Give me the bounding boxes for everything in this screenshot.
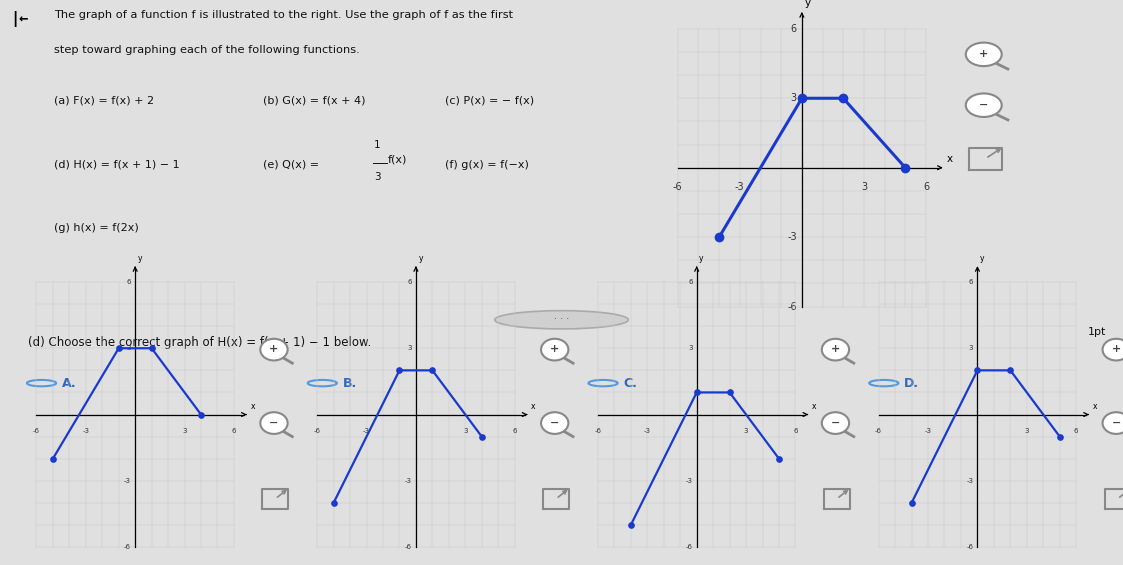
Text: 6: 6 (231, 428, 236, 434)
Text: -6: -6 (787, 302, 796, 312)
Text: C.: C. (623, 377, 637, 390)
Text: f(x): f(x) (387, 155, 407, 164)
Text: +: + (270, 344, 279, 354)
Text: x: x (531, 402, 536, 411)
Text: 6: 6 (1074, 428, 1078, 434)
Text: B.: B. (343, 377, 357, 390)
Text: x: x (812, 402, 816, 411)
Text: The graph of a function f is illustrated to the right. Use the graph of f as the: The graph of a function f is illustrated… (54, 10, 513, 20)
Text: 3: 3 (1024, 428, 1029, 434)
Text: 6: 6 (793, 428, 797, 434)
Text: -3: -3 (966, 478, 974, 484)
Text: 6: 6 (408, 279, 412, 285)
Text: x: x (250, 402, 255, 411)
Text: 3: 3 (463, 428, 467, 434)
Text: 6: 6 (791, 24, 796, 34)
Text: -3: -3 (736, 182, 745, 192)
Text: (d) Choose the correct graph of H(x) = f(x + 1) − 1 below.: (d) Choose the correct graph of H(x) = f… (28, 336, 372, 349)
Text: −: − (831, 418, 840, 427)
Text: y: y (805, 0, 811, 8)
Text: step toward graphing each of the following functions.: step toward graphing each of the followi… (54, 45, 359, 55)
Text: 3: 3 (688, 345, 693, 351)
Text: y: y (980, 254, 985, 263)
Text: (g) h(x) = f(2x): (g) h(x) = f(2x) (54, 223, 138, 233)
Text: 3: 3 (127, 345, 131, 351)
Text: -6: -6 (966, 544, 974, 550)
Text: -6: -6 (685, 544, 693, 550)
Circle shape (1103, 412, 1123, 434)
Text: −: − (550, 418, 559, 427)
Text: (f) g(x) = f(−x): (f) g(x) = f(−x) (445, 159, 529, 170)
Text: 3: 3 (791, 93, 796, 103)
Text: 3: 3 (408, 345, 412, 351)
Circle shape (541, 339, 568, 360)
Ellipse shape (494, 311, 629, 329)
Circle shape (822, 412, 849, 434)
Text: -6: -6 (33, 428, 40, 434)
Text: +: + (979, 49, 988, 59)
Text: -6: -6 (594, 428, 602, 434)
Text: · · ·: · · · (554, 314, 569, 324)
Text: +: + (831, 344, 840, 354)
Text: +: + (1112, 344, 1121, 354)
Text: 3: 3 (374, 172, 381, 182)
Circle shape (822, 339, 849, 360)
Text: -6: -6 (313, 428, 321, 434)
Text: 6: 6 (512, 428, 517, 434)
Text: -3: -3 (787, 232, 796, 242)
Text: 1: 1 (374, 140, 381, 150)
Circle shape (261, 339, 287, 360)
Text: -3: -3 (643, 428, 651, 434)
Text: y: y (419, 254, 423, 263)
Text: 1pt: 1pt (1088, 327, 1106, 337)
Text: -3: -3 (404, 478, 412, 484)
Text: -3: -3 (124, 478, 131, 484)
Text: -6: -6 (404, 544, 412, 550)
Text: -6: -6 (124, 544, 131, 550)
Text: (a) F(x) = f(x) + 2: (a) F(x) = f(x) + 2 (54, 95, 154, 106)
Text: −: − (1112, 418, 1121, 427)
Text: -3: -3 (685, 478, 693, 484)
Text: 3: 3 (861, 182, 867, 192)
Text: A.: A. (62, 377, 76, 390)
Text: y: y (138, 254, 143, 263)
Text: x: x (1093, 402, 1097, 411)
Text: 6: 6 (923, 182, 929, 192)
Text: 3: 3 (969, 345, 974, 351)
Text: 6: 6 (969, 279, 974, 285)
Text: (c) P(x) = − f(x): (c) P(x) = − f(x) (445, 95, 533, 106)
Text: (d) H(x) = f(x + 1) − 1: (d) H(x) = f(x + 1) − 1 (54, 159, 180, 170)
Circle shape (966, 93, 1002, 117)
Text: -6: -6 (875, 428, 883, 434)
Circle shape (261, 412, 287, 434)
Circle shape (1103, 339, 1123, 360)
Text: +: + (550, 344, 559, 354)
Text: D.: D. (904, 377, 919, 390)
Text: -3: -3 (82, 428, 90, 434)
Text: -3: -3 (363, 428, 371, 434)
Text: -6: -6 (673, 182, 683, 192)
Text: 3: 3 (743, 428, 748, 434)
Circle shape (966, 42, 1002, 66)
Text: -3: -3 (924, 428, 932, 434)
Text: y: y (700, 254, 704, 263)
Text: −: − (270, 418, 279, 427)
Text: 3: 3 (182, 428, 186, 434)
Text: 6: 6 (127, 279, 131, 285)
Circle shape (541, 412, 568, 434)
Text: (b) G(x) = f(x + 4): (b) G(x) = f(x + 4) (263, 95, 365, 106)
Text: x: x (947, 154, 952, 163)
Text: 6: 6 (688, 279, 693, 285)
Text: |←: |← (10, 11, 28, 27)
Text: (e) Q(x) =: (e) Q(x) = (263, 159, 322, 170)
Text: −: − (979, 99, 988, 110)
